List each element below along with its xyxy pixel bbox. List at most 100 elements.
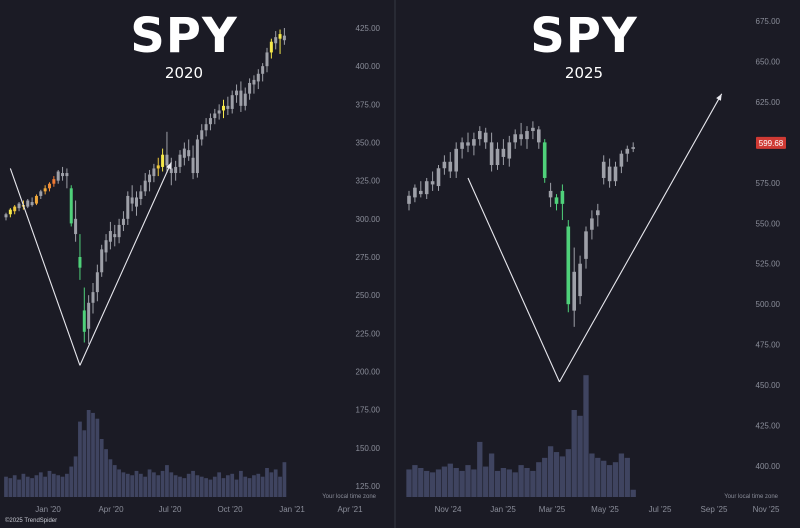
volume-bar (130, 475, 135, 497)
y-tick-label: 275.00 (356, 253, 381, 262)
candle-body (182, 148, 186, 158)
y-tick-label: 425.00 (756, 422, 781, 431)
candle-body (537, 129, 541, 143)
timezone-note: Your local time zone (724, 494, 778, 500)
candle-body (472, 139, 476, 146)
x-tick-label: Jul '20 (159, 505, 182, 514)
volume-bar (459, 470, 465, 497)
volume-bar (69, 466, 74, 497)
candle-body (560, 190, 565, 204)
volume-bar (56, 475, 61, 497)
trend-arrow-line (467, 177, 560, 383)
candle-body (596, 210, 600, 216)
y-tick-label: 450.00 (756, 381, 781, 390)
candle-body (619, 153, 624, 167)
candle-body (104, 240, 108, 253)
x-tick-label: Apr '21 (337, 505, 363, 514)
candle-body (454, 148, 458, 172)
candle-body (143, 180, 147, 192)
candle-body (213, 113, 217, 119)
x-tick-label: Jan '25 (490, 505, 516, 514)
candle-body (269, 41, 273, 53)
timezone-note: Your local time zone (322, 494, 376, 500)
candle-body (34, 195, 38, 204)
candle-body (43, 188, 47, 192)
volume-bar (65, 473, 69, 497)
candle-body (200, 130, 204, 140)
volume-bar (494, 470, 501, 497)
candle-body (519, 134, 523, 140)
volume-bar (199, 476, 204, 497)
candle-body (48, 183, 51, 189)
x-tick-label: Jan '21 (279, 505, 305, 514)
volume-bar (256, 473, 261, 497)
volume-bar (208, 479, 213, 497)
v-arrows (9, 162, 172, 366)
y-tick-label: 475.00 (756, 341, 781, 350)
candle-body (78, 257, 82, 268)
candle-body (191, 157, 195, 174)
volume-bar (530, 470, 536, 497)
y-tick-label: 525.00 (756, 260, 781, 269)
volume-bar (265, 468, 269, 497)
y-tick-label: 550.00 (756, 219, 781, 228)
candle-body (26, 200, 30, 207)
v-arrows (467, 93, 723, 383)
volume-bar (212, 476, 217, 497)
volume-bar (441, 466, 448, 497)
candle-body (126, 195, 130, 219)
volume-bar (165, 465, 169, 497)
y-tick-label: 225.00 (356, 329, 381, 338)
volume-bars (406, 375, 636, 497)
volume-bar (506, 469, 512, 497)
volume-bar (447, 463, 453, 497)
volume-bar (82, 430, 87, 497)
trend-arrow-head (716, 93, 722, 101)
volume-bar (429, 472, 436, 497)
volume-bar (565, 449, 571, 497)
candle-body (430, 181, 435, 185)
volume-bar (230, 473, 235, 497)
volume-bar (8, 478, 13, 497)
candle-body (56, 171, 60, 181)
volume-bar (25, 476, 30, 497)
volume-bar (612, 462, 619, 497)
candle-body (82, 310, 86, 332)
candle-body (239, 90, 243, 106)
candle-body (152, 168, 156, 177)
candle-body (274, 37, 278, 44)
candle-body (204, 124, 208, 131)
x-tick-label: Nov '24 (435, 505, 462, 514)
volume-bar (536, 462, 542, 497)
panel-2025: SPY 2025 675.00650.00625.00600.00575.005… (406, 8, 786, 514)
trend-arrow-line (79, 162, 172, 366)
volume-bar (571, 410, 577, 497)
volume-bar (134, 470, 139, 497)
volume-bar (73, 456, 78, 497)
candle-body (413, 187, 417, 198)
candle-body (460, 142, 464, 149)
candle-body (161, 154, 165, 167)
candle-body (548, 190, 553, 198)
volume-bar (583, 375, 589, 497)
volume-bar (418, 468, 424, 497)
chart-subtitle: 2020 (165, 64, 203, 82)
volume-bar (518, 465, 524, 497)
x-axis: Nov '24 Jan '25 Mar '25 May '25 Jul '25 Sep '… (435, 505, 780, 514)
candle-body (187, 150, 191, 157)
candle-body (156, 165, 160, 169)
candle-body (222, 105, 225, 111)
candle-body (113, 234, 117, 238)
candle-body (208, 118, 212, 125)
volume-bar (121, 472, 126, 497)
volume-bar (234, 479, 239, 497)
trend-arrow-line (558, 93, 723, 383)
candle-body (590, 218, 594, 230)
y-tick-label: 300.00 (356, 215, 381, 224)
volume-bar (553, 452, 560, 497)
candle-body (436, 168, 441, 187)
volume-bar (260, 476, 265, 497)
volume-bar (152, 472, 156, 497)
candle-body (489, 142, 494, 166)
y-tick-label: 350.00 (356, 139, 381, 148)
